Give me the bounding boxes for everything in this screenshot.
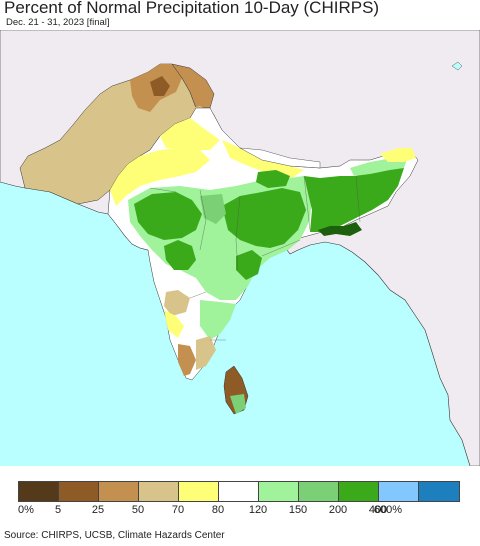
legend-label: 25: [91, 504, 105, 516]
legend-swatch: [59, 482, 99, 501]
legend-swatch: [259, 482, 299, 501]
internal-borders: [149, 175, 361, 341]
legend-label: 600%: [373, 504, 403, 516]
map-subtitle: Dec. 21 - 31, 2023 [final]: [6, 17, 110, 28]
precipitation-map: [0, 30, 480, 466]
legend-swatch: [99, 482, 139, 501]
legend-swatch: [379, 482, 419, 501]
region-mp-green: [222, 188, 306, 248]
legend-label: 70: [171, 504, 185, 516]
region-sri-lanka-south: [230, 394, 246, 414]
region-bangladesh-coast-dark: [318, 222, 362, 236]
region-karnataka-dry: [164, 290, 190, 316]
legend-swatch: [139, 482, 179, 501]
legend-swatch: [19, 482, 59, 501]
legend-swatch: [419, 482, 459, 501]
legend-color-bar: [18, 481, 460, 502]
lake: [451, 61, 463, 71]
region-nepal: [239, 147, 321, 169]
legend-swatch: [179, 482, 219, 501]
region-maharashtra-green: [164, 240, 196, 270]
legend-label: 0%: [18, 504, 34, 516]
legend-label: 120: [248, 504, 268, 516]
region-upper-green: [256, 170, 290, 188]
region-punjab-yellow: [160, 118, 220, 150]
region-telangana-green: [236, 250, 262, 280]
region-rajasthan-dry: [110, 148, 210, 206]
region-tamilnadu-dry: [196, 336, 216, 370]
region-medium-green: [200, 194, 226, 224]
region-central-green: [134, 192, 202, 240]
region-northeast-yellow: [380, 148, 416, 162]
source-credit: Source: CHIRPS, UCSB, Climate Hazards Ce…: [4, 530, 225, 541]
legend-swatch: [339, 482, 379, 501]
region-east-green: [304, 166, 404, 232]
legend-label: 200: [328, 504, 348, 516]
region-south-light-green: [200, 300, 236, 340]
map-title: Percent of Normal Precipitation 10-Day (…: [4, 0, 380, 17]
legend-label: 5: [54, 504, 62, 516]
legend-labels: 0% 5 25 50 70 80 120 150 200 400 600%: [0, 504, 480, 518]
region-kerala-dry: [178, 344, 196, 376]
region-karnataka-yellow: [164, 310, 184, 338]
legend-label: 150: [288, 504, 308, 516]
legend-label: 80: [211, 504, 225, 516]
legend-label: 400: [368, 504, 388, 516]
region-kashmir-dark: [150, 76, 170, 96]
legend-label: 50: [131, 504, 145, 516]
legend-swatch: [219, 482, 259, 501]
legend-swatch: [299, 482, 339, 501]
